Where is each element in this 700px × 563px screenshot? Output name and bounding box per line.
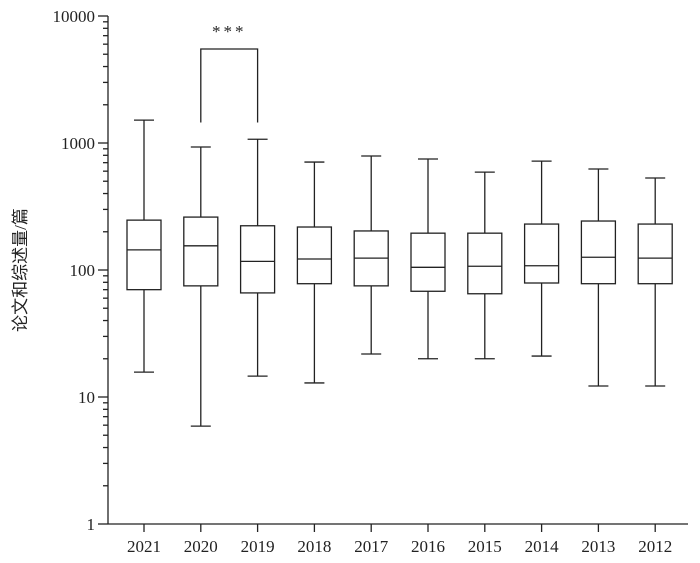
iqr-box (580, 220, 617, 285)
bracket-line (200, 48, 259, 123)
box-2019 (239, 138, 276, 377)
box-2013 (580, 168, 617, 387)
y-tick-label: 100 (70, 261, 96, 280)
y-tick-label: 1 (87, 515, 96, 534)
x-tick-label: 2017 (354, 537, 389, 556)
x-axis: 2021 2020 2019 2018 2017 2016 2015 2014 2013 2012 (108, 523, 688, 556)
x-tick-label: 2015 (468, 537, 502, 556)
x-tick-label: 2016 (411, 537, 445, 556)
y-tick-label: 10000 (53, 7, 96, 26)
box-2021 (126, 119, 162, 373)
y-axis-label: 论文和综述量/篇 (11, 208, 30, 332)
x-tick-label: 2013 (581, 537, 615, 556)
significance-label: *** (212, 22, 247, 41)
iqr-box (126, 219, 162, 291)
x-tick-label: 2018 (297, 537, 331, 556)
box-2012 (637, 177, 673, 387)
iqr-box (410, 232, 446, 292)
iqr-box (637, 223, 673, 285)
box-2017 (353, 155, 389, 355)
y-axis: 1 10 100 1000 10000 (53, 7, 109, 534)
iqr-box (523, 223, 560, 284)
boxes (126, 119, 673, 427)
x-tick-label: 2014 (525, 537, 560, 556)
y-tick-label: 10 (78, 388, 95, 407)
x-tick-label: 2021 (127, 537, 161, 556)
iqr-box (296, 226, 333, 285)
box-2020 (183, 146, 219, 427)
box-2015 (467, 171, 503, 360)
iqr-box (183, 216, 219, 287)
iqr-box (239, 225, 276, 294)
x-tick-label: 2019 (241, 537, 275, 556)
box-2018 (296, 161, 333, 384)
annotations: *** (200, 22, 259, 123)
y-tick-label: 1000 (61, 134, 95, 153)
box-2014 (523, 160, 560, 357)
iqr-box (467, 232, 503, 295)
x-tick-label: 2020 (184, 537, 218, 556)
significance-bracket: *** (200, 22, 259, 123)
x-tick-label: 2012 (638, 537, 672, 556)
box-2016 (410, 158, 446, 360)
